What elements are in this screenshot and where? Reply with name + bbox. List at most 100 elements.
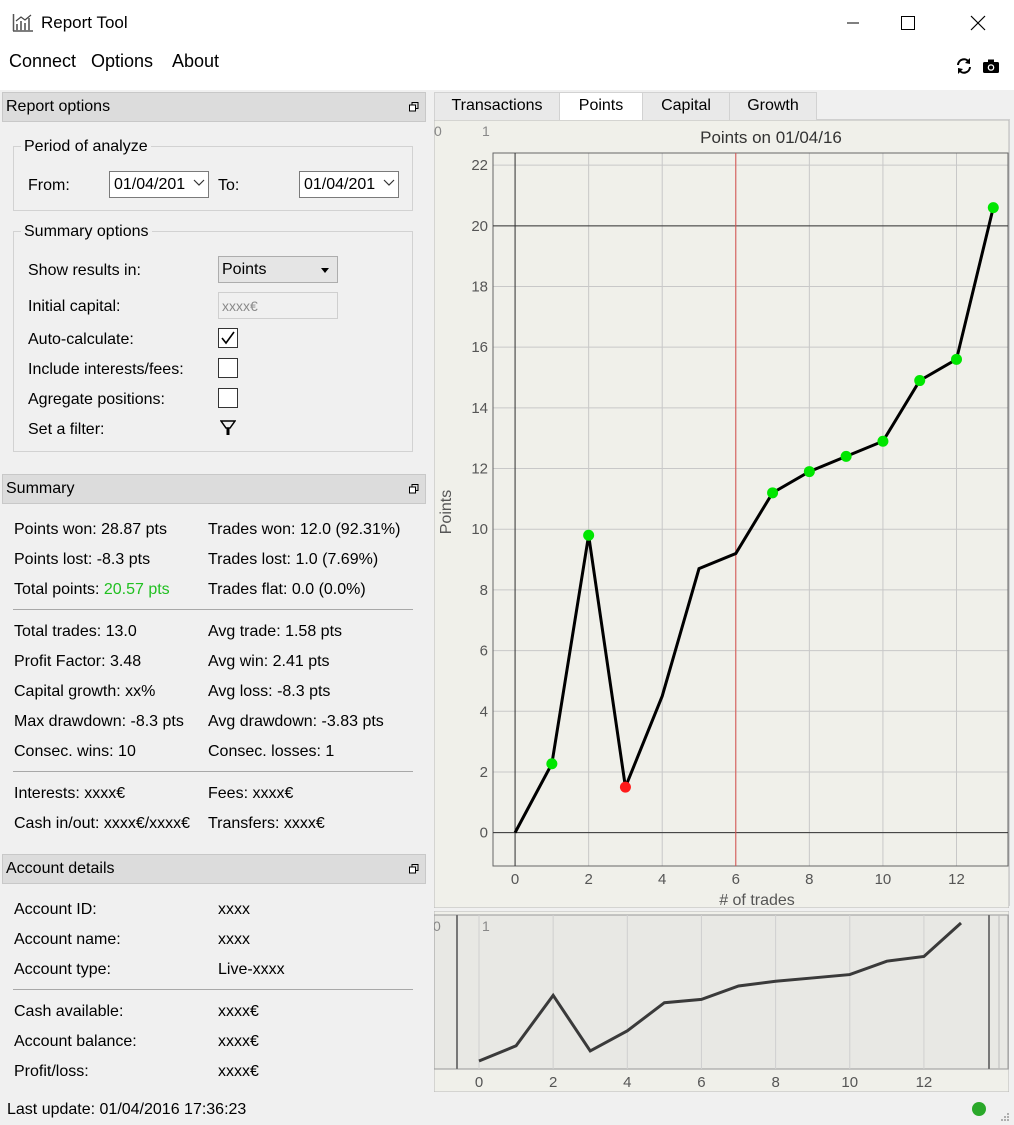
maximize-icon bbox=[901, 16, 915, 30]
camera-icon[interactable] bbox=[982, 57, 1000, 75]
summary-title: Summary bbox=[6, 480, 75, 497]
chart-app-icon bbox=[12, 12, 34, 32]
float-dock-icon[interactable] bbox=[409, 864, 419, 874]
initial-capital-input[interactable]: xxxx€ bbox=[218, 292, 338, 319]
minimize-icon bbox=[847, 22, 859, 24]
x-tick-label: 0 bbox=[511, 871, 519, 888]
avg-loss: Avg loss: -8.3 pts bbox=[208, 683, 331, 700]
account-id-label: Account ID: bbox=[14, 901, 97, 918]
from-label: From: bbox=[28, 177, 70, 194]
profit-factor: Profit Factor: 3.48 bbox=[14, 653, 142, 670]
win-point[interactable] bbox=[803, 466, 815, 478]
navigator-corner-label: 0 bbox=[434, 918, 441, 934]
to-date-input[interactable]: 01/04/201 bbox=[299, 171, 399, 198]
win-point[interactable] bbox=[767, 487, 779, 499]
summary-options-group bbox=[13, 231, 413, 452]
trades-lost: Trades lost: 1.0 (7.69%) bbox=[208, 551, 379, 568]
refresh-icon[interactable] bbox=[955, 57, 973, 75]
y-tick-label: 16 bbox=[471, 339, 488, 356]
x-axis-label: # of trades bbox=[719, 892, 795, 908]
from-date-input[interactable]: 01/04/201 bbox=[109, 171, 209, 198]
interests: Interests: xxxx€ bbox=[14, 785, 126, 802]
tab-label: Capital bbox=[661, 97, 711, 114]
win-point[interactable] bbox=[583, 529, 595, 541]
x-tick-label: 12 bbox=[948, 871, 965, 888]
filter-label: Set a filter: bbox=[28, 421, 105, 438]
win-point[interactable] bbox=[914, 375, 926, 387]
plot-frame bbox=[492, 152, 1009, 867]
tab-label: Growth bbox=[747, 97, 799, 114]
chevron-down-icon[interactable] bbox=[193, 176, 205, 190]
tab-capital[interactable]: Capital bbox=[642, 92, 730, 120]
trades-flat: Trades flat: 0.0 (0.0%) bbox=[208, 581, 366, 598]
tab-transactions[interactable]: Transactions bbox=[434, 92, 560, 120]
x-tick-label: 6 bbox=[732, 871, 740, 888]
y-tick-label: 2 bbox=[480, 764, 488, 781]
win-point[interactable] bbox=[546, 758, 558, 770]
win-point[interactable] bbox=[951, 353, 962, 365]
y-tick-label: 12 bbox=[471, 461, 488, 478]
menu-connect[interactable]: Connect bbox=[9, 51, 77, 71]
include-fees-checkbox[interactable] bbox=[218, 358, 238, 378]
y-tick-label: 14 bbox=[471, 400, 488, 417]
win-point[interactable] bbox=[987, 202, 999, 214]
period-group-title: Period of analyze bbox=[21, 138, 151, 156]
navigator-tick-label: 12 bbox=[916, 1074, 933, 1091]
loss-point[interactable] bbox=[619, 781, 631, 793]
chart-background bbox=[434, 120, 1009, 908]
show-results-select[interactable]: Points bbox=[218, 256, 338, 283]
x-tick-label: 4 bbox=[658, 871, 666, 888]
resize-grip-icon[interactable] bbox=[1000, 1112, 1010, 1122]
minimize-button[interactable] bbox=[830, 0, 876, 46]
menu-bar: Connect Options About bbox=[0, 46, 1014, 90]
navigator-left-handle[interactable] bbox=[456, 915, 458, 1069]
points-series-line bbox=[513, 207, 995, 834]
cash-available-value: xxxx€ bbox=[218, 1003, 259, 1020]
summary-options-title: Summary options bbox=[21, 223, 152, 241]
y-tick-label: 20 bbox=[471, 218, 488, 235]
avg-win: Avg win: 2.41 pts bbox=[208, 653, 330, 670]
dropdown-arrow-icon bbox=[321, 268, 329, 273]
win-point[interactable] bbox=[877, 435, 889, 447]
auto-calculate-checkbox[interactable] bbox=[218, 328, 238, 348]
divider bbox=[13, 989, 413, 990]
tab-growth[interactable]: Growth bbox=[729, 92, 817, 120]
account-balance-value: xxxx€ bbox=[218, 1033, 259, 1050]
capital-growth: Capital growth: xx% bbox=[14, 683, 156, 700]
navigator-right-handle[interactable] bbox=[988, 915, 990, 1069]
cash-available-label: Cash available: bbox=[14, 1003, 124, 1020]
fees: Fees: xxxx€ bbox=[208, 785, 294, 802]
last-update-text: Last update: 01/04/2016 17:36:23 bbox=[7, 1101, 247, 1118]
close-button[interactable] bbox=[955, 0, 1001, 46]
navigator-series-line bbox=[478, 921, 963, 1063]
points-won: Points won: 28.87 pts bbox=[14, 521, 167, 538]
float-dock-icon[interactable] bbox=[409, 102, 419, 112]
initial-capital-label: Initial capital: bbox=[28, 298, 121, 315]
chevron-down-icon[interactable] bbox=[383, 176, 395, 190]
account-id-value: xxxx bbox=[218, 901, 250, 918]
points-chart[interactable]: Points on 01/04/16 0 1 0 2 4 6 8 10 12 0 2 4 6 8 10 1… bbox=[434, 120, 1009, 908]
menu-about[interactable]: About bbox=[172, 51, 220, 71]
report-options-header: Report options bbox=[2, 92, 426, 122]
avg-drawdown: Avg drawdown: -3.83 pts bbox=[208, 713, 384, 730]
overview-navigator[interactable]: 0 1 0 2 4 6 8 10 12 bbox=[434, 911, 1009, 1092]
tab-label: Points bbox=[578, 97, 624, 114]
x-tick-label: 10 bbox=[875, 871, 892, 888]
connection-status-icon bbox=[972, 1102, 986, 1116]
period-group bbox=[13, 146, 413, 211]
menu-options[interactable]: Options bbox=[91, 51, 154, 71]
aggregate-checkbox[interactable] bbox=[218, 388, 238, 408]
navigator-tick-label: 10 bbox=[841, 1074, 858, 1091]
account-details-title: Account details bbox=[6, 860, 115, 877]
profit-loss-value: xxxx€ bbox=[218, 1063, 259, 1080]
navigator-tick-label: 0 bbox=[475, 1074, 483, 1091]
maximize-button[interactable] bbox=[885, 0, 931, 46]
tab-points[interactable]: Points bbox=[559, 92, 643, 121]
title-bar: Report Tool bbox=[0, 0, 1014, 46]
max-drawdown: Max drawdown: -8.3 pts bbox=[14, 713, 184, 730]
win-point[interactable] bbox=[840, 450, 852, 462]
status-bar: Last update: 01/04/2016 17:36:23 bbox=[0, 1094, 1014, 1125]
filter-icon[interactable] bbox=[220, 420, 236, 436]
float-dock-icon[interactable] bbox=[409, 484, 419, 494]
y-tick-label: 0 bbox=[480, 825, 488, 842]
